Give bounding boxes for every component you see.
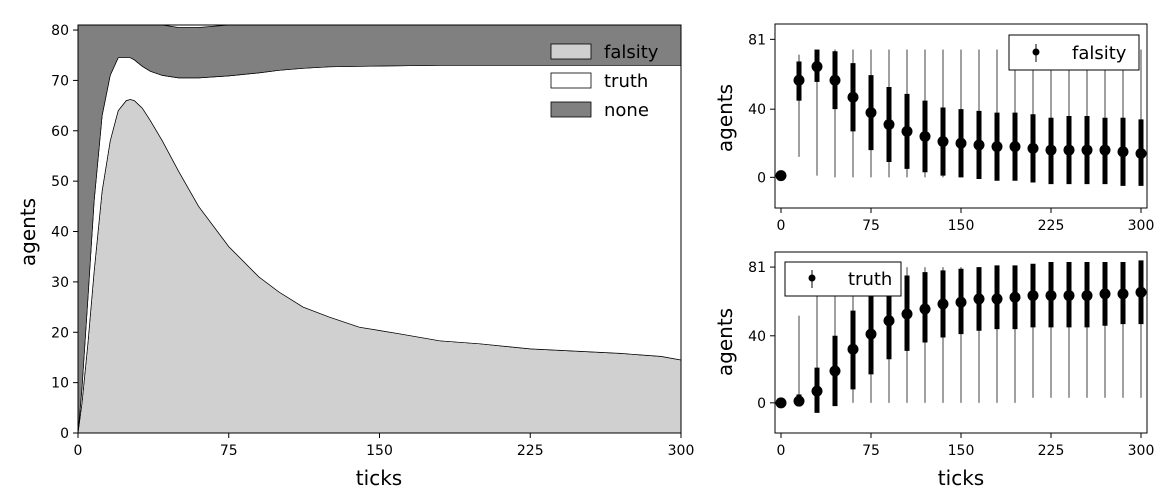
legend-swatch-falsity (550, 43, 592, 60)
truth-mean-point (1063, 290, 1075, 302)
top-right-errorbar-chart: 0 75 150 225 300 0 40 81 agents falsity (713, 23, 1155, 234)
truth-mean-point (1027, 290, 1039, 302)
left-y-tick-label: 50 (51, 174, 69, 190)
left-x-tick-label: 75 (220, 443, 238, 459)
falsity-mean-point (865, 107, 877, 119)
left-legend: falsity truth none (550, 42, 659, 121)
left-y-tick-label: 60 (51, 124, 69, 140)
truth-y-tick-label: 0 (757, 396, 766, 412)
falsity-x-tick-label: 75 (862, 218, 880, 234)
bottom-right-legend-marker (808, 274, 816, 282)
falsity-mean-point (883, 119, 895, 131)
falsity-mean-point (991, 141, 1003, 153)
falsity-mean-point (937, 136, 949, 148)
legend-label-none: none (604, 100, 649, 121)
truth-mean-point (955, 296, 967, 308)
truth-mean-point (973, 293, 985, 305)
falsity-mean-point (1063, 144, 1075, 156)
falsity-mean-point (793, 74, 805, 86)
truth-x-tick-label: 225 (1038, 443, 1065, 459)
left-x-axis-label: ticks (356, 466, 402, 490)
top-right-legend-label: falsity (1072, 43, 1127, 64)
bottom-right-legend-label: truth (848, 269, 892, 290)
left-y-tick-label: 20 (51, 325, 69, 341)
falsity-mean-point (829, 74, 841, 86)
truth-mean-point (775, 397, 787, 409)
left-y-tick-label: 30 (51, 275, 69, 291)
truth-mean-point (1135, 286, 1147, 298)
falsity-mean-point (1045, 144, 1057, 156)
truth-mean-point (847, 343, 859, 355)
left-x-tick-label: 300 (668, 443, 695, 459)
left-y-axis-label: agents (16, 198, 40, 266)
truth-x-tick-label: 300 (1128, 443, 1155, 459)
falsity-y-tick-label: 0 (757, 170, 766, 186)
left-y-tick-label: 0 (60, 426, 69, 442)
falsity-mean-point (1117, 146, 1129, 158)
falsity-mean-point (973, 139, 985, 151)
truth-x-tick-label: 150 (948, 443, 975, 459)
truth-x-tick-label: 75 (862, 443, 880, 459)
falsity-mean-point (775, 170, 787, 182)
falsity-mean-point (1027, 142, 1039, 154)
falsity-x-tick-label: 0 (777, 218, 786, 234)
left-y-tick-label: 10 (51, 376, 69, 392)
truth-mean-point (883, 315, 895, 327)
falsity-mean-point (1099, 144, 1111, 156)
legend-label-falsity: falsity (604, 42, 659, 63)
left-y-tick-label: 70 (51, 73, 69, 89)
legend-label-truth: truth (604, 71, 648, 92)
falsity-mean-point (1009, 141, 1021, 153)
top-right-legend-marker (1032, 48, 1040, 56)
top-right-legend: falsity (1008, 34, 1140, 71)
bottom-right-legend-box (784, 261, 902, 297)
falsity-y-tick-label: 40 (748, 102, 766, 118)
truth-mean-point (1099, 288, 1111, 300)
truth-mean-point (793, 395, 805, 407)
bottom-right-y-axis-label: agents (713, 308, 737, 376)
falsity-mean-point (847, 91, 859, 103)
truth-mean-point (901, 308, 913, 320)
left-x-tick-label: 225 (517, 443, 544, 459)
left-y-tick-label: 40 (51, 225, 69, 241)
legend-swatch-truth (550, 72, 592, 89)
bottom-right-errorbar-chart: 0 75 150 225 300 0 40 81 ticks agents truth (713, 251, 1155, 490)
truth-mean-point (937, 298, 949, 310)
truth-mean-point (919, 303, 931, 315)
bottom-right-legend: truth (784, 261, 902, 297)
truth-mean-point (829, 365, 841, 377)
falsity-x-tick-label: 300 (1128, 218, 1155, 234)
falsity-mean-point (1081, 144, 1093, 156)
truth-y-tick-label: 81 (748, 260, 766, 276)
falsity-mean-point (811, 61, 823, 73)
truth-mean-point (1081, 290, 1093, 302)
truth-mean-point (991, 293, 1003, 305)
truth-mean-point (865, 328, 877, 340)
left-x-tick-label: 0 (74, 443, 83, 459)
truth-x-tick-label: 0 (777, 443, 786, 459)
truth-mean-point (811, 385, 823, 397)
bottom-right-x-axis-label: ticks (938, 466, 984, 490)
left-area-chart: 0 75 150 225 300 0 10 20 30 40 50 60 70 80 ticks agen… (16, 23, 694, 490)
falsity-mean-point (919, 130, 931, 142)
truth-mean-point (1045, 290, 1057, 302)
left-x-tick-label: 150 (366, 443, 393, 459)
falsity-x-tick-label: 150 (948, 218, 975, 234)
truth-mean-point (1009, 291, 1021, 303)
truth-mean-point (1117, 288, 1129, 300)
top-right-y-axis-label: agents (713, 84, 737, 152)
legend-swatch-none (550, 101, 592, 118)
top-right-legend-box (1008, 34, 1140, 71)
falsity-mean-point (955, 137, 967, 149)
left-y-tick-label: 80 (51, 23, 69, 39)
falsity-mean-point (901, 125, 913, 137)
falsity-mean-point (1135, 147, 1147, 159)
falsity-y-tick-label: 81 (748, 32, 766, 48)
falsity-x-tick-label: 225 (1038, 218, 1065, 234)
truth-y-tick-label: 40 (748, 329, 766, 345)
